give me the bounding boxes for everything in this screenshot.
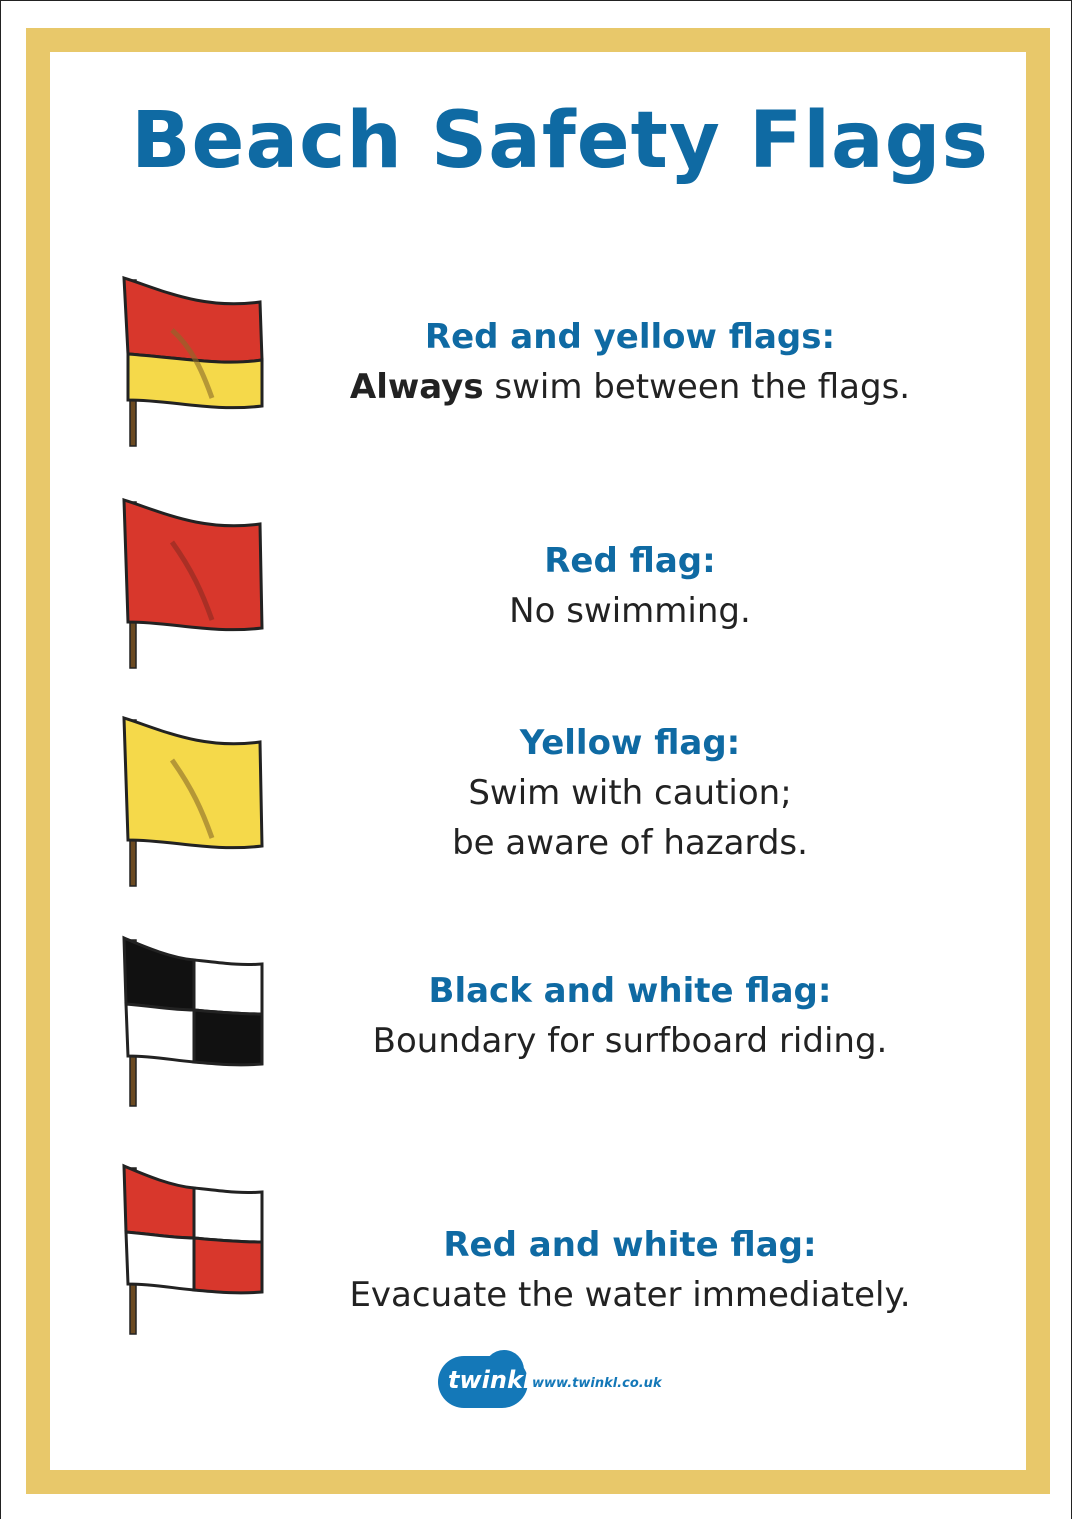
red-yellow-flag-icon <box>112 270 272 450</box>
description-line: swim between the flags. <box>484 367 911 407</box>
flag-entry-yellow: Yellow flag: Swim with caution; be aware… <box>320 718 940 868</box>
poster-title: Beach Safety Flags <box>0 96 1072 186</box>
yellow-flag-icon <box>112 710 272 890</box>
description-line: No swimming. <box>320 586 940 636</box>
flag-entry-black-white: Black and white flag: Boundary for surfb… <box>320 966 940 1066</box>
red-white-flag-icon <box>112 1158 272 1338</box>
flag-heading: Red and yellow flags: <box>320 312 940 362</box>
website-url: www.twinkl.co.uk <box>532 1376 662 1391</box>
flag-description: Always swim between the flags. <box>320 362 940 412</box>
emphasis-text: Always <box>350 367 484 407</box>
black-white-flag-icon <box>112 930 272 1110</box>
flag-heading: Red flag: <box>320 536 940 586</box>
twinkl-logo: twinkl www.twinkl.co.uk <box>438 1352 678 1412</box>
description-line: Swim with caution; <box>320 768 940 818</box>
flag-entry-red-yellow: Red and yellow flags: Always swim betwee… <box>320 312 940 412</box>
flag-heading: Red and white flag: <box>320 1220 940 1270</box>
description-line: Evacuate the water immediately. <box>320 1270 940 1320</box>
flag-heading: Black and white flag: <box>320 966 940 1016</box>
flag-heading: Yellow flag: <box>320 718 940 768</box>
red-flag-icon <box>112 492 272 672</box>
description-line: be aware of hazards. <box>320 818 940 868</box>
flag-entry-red-white: Red and white flag: Evacuate the water i… <box>320 1220 940 1320</box>
logo-text: twinkl <box>448 1366 531 1394</box>
description-line: Boundary for surfboard riding. <box>320 1016 940 1066</box>
flag-entry-red: Red flag: No swimming. <box>320 536 940 636</box>
